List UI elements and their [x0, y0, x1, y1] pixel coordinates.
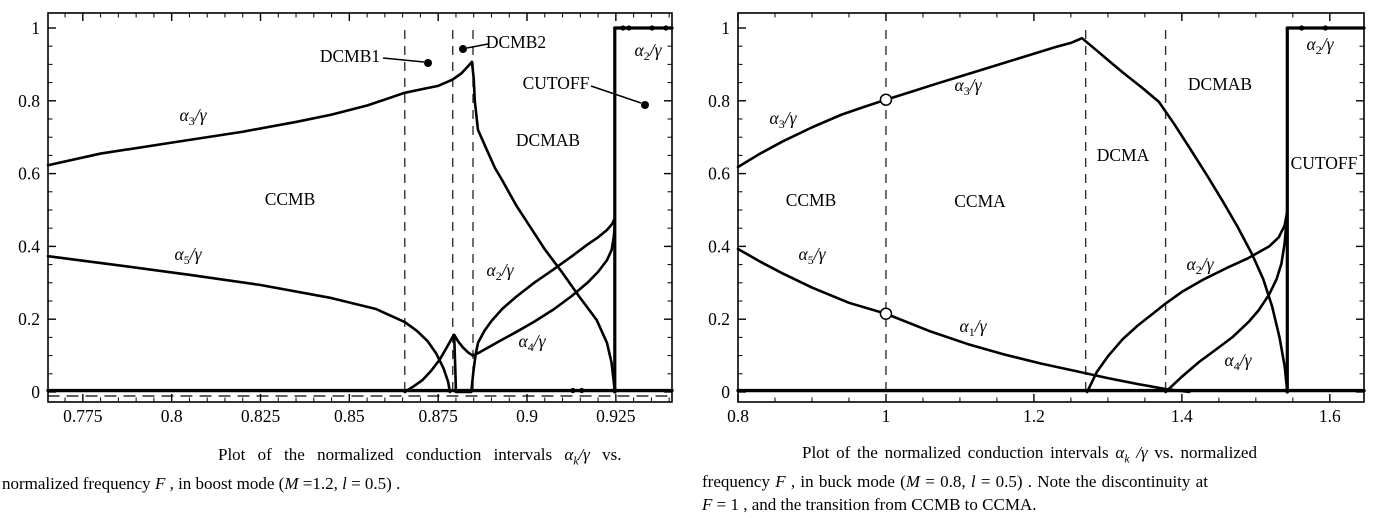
curve-alpha3-over-gamma	[46, 60, 617, 394]
label-α1/γ: α1/γ	[960, 316, 988, 339]
curve-alpha4-over-gamma	[1164, 209, 1289, 394]
x-tick-label: 1.2	[1023, 406, 1045, 426]
curve-alpha2-over-gamma	[1085, 209, 1289, 394]
x-tick-label: 0.8	[727, 406, 749, 426]
curve-alpha4-over-gamma	[403, 225, 617, 394]
plot-frame	[737, 12, 1365, 403]
cutoff-pointer-dot	[641, 101, 649, 109]
data-dot-marker	[663, 25, 669, 31]
y-tick-label: 1	[31, 18, 40, 38]
curve-alpha3-over-gamma	[736, 36, 1289, 394]
label-α3/γ: α3/γ	[770, 108, 798, 131]
label-α2/γ: α2/γ	[487, 260, 515, 283]
label-DCMAB: DCMAB	[1188, 74, 1252, 94]
y-tick-label: 0.2	[18, 309, 40, 329]
y-tick-label: 0.8	[708, 91, 730, 111]
label-α5/γ: α5/γ	[175, 244, 203, 267]
label-DCMAB: DCMAB	[516, 130, 580, 150]
y-tick-label: 0	[31, 382, 40, 402]
label-α4/γ: α4/γ	[519, 331, 547, 354]
label-CCMB: CCMB	[786, 190, 837, 210]
x-tick-label: 0.875	[418, 406, 458, 426]
dcmb1-pointer-line	[382, 57, 425, 63]
data-dot-marker	[579, 387, 585, 394]
buck-mode-chart: 0.8 1 1.2 1.4 1.6 0 0.2 0.4 0.6 0.8 1 α3/γ α3/γ CCMB C…	[708, 12, 1366, 426]
label-α3/γ: α3/γ	[180, 105, 208, 128]
data-dot-marker	[1322, 25, 1328, 31]
y-tick-label: 0.8	[18, 91, 40, 111]
label-CCMA: CCMA	[954, 191, 1006, 211]
curve-alpha2-over-gamma	[452, 216, 617, 394]
label-α3/γ: α3/γ	[955, 75, 983, 98]
plot-frame	[47, 12, 673, 403]
data-dot-marker	[626, 25, 632, 31]
label-α2/γ: α2/γ	[1187, 254, 1215, 277]
data-dot-marker	[649, 25, 655, 31]
x-tick-label: 0.775	[63, 406, 103, 426]
dcmb2-pointer-line	[466, 43, 489, 49]
data-dot-marker	[612, 387, 618, 394]
curve-alpha5-over-gamma	[46, 254, 452, 394]
label-DCMA: DCMA	[1097, 145, 1150, 165]
caption-line: Plot of the normalized conduction interv…	[218, 445, 622, 468]
label-CUTOFF: CUTOFF	[523, 73, 590, 93]
caption-line: frequency F , in buck mode (M = 0.8, l =…	[702, 472, 1208, 492]
x-tick-label: 0.825	[241, 406, 281, 426]
x-tick-label: 0.9	[516, 406, 538, 426]
y-tick-label: 0.6	[18, 164, 40, 184]
dcmb2-pointer-dot	[459, 45, 467, 53]
caption-line: Plot of the normalized conduction interv…	[802, 443, 1257, 466]
cutoff-pointer-line	[590, 85, 642, 104]
y-tick-label: 1	[721, 18, 730, 38]
x-tick-label: 1	[882, 406, 891, 426]
label-CUTOFF: CUTOFF	[1291, 153, 1358, 173]
label-α5/γ: α5/γ	[799, 244, 827, 267]
x-tick-label: 1.4	[1171, 406, 1193, 426]
buck-caption: Plot of the normalized conduction interv…	[702, 441, 1394, 516]
x-tick-label: 0.925	[596, 406, 636, 426]
x-tick-label: 1.6	[1319, 406, 1341, 426]
discontinuity-circle-marker	[879, 307, 893, 320]
caption-line: normalized frequency F , in boost mode (…	[2, 474, 401, 494]
curve-alpha5-alpha1-over-gamma	[736, 247, 1191, 394]
x-tick-label: 0.8	[161, 406, 183, 426]
label-α4/γ: α4/γ	[1225, 350, 1253, 373]
data-dot-marker	[1299, 25, 1305, 31]
y-tick-label: 0.2	[708, 309, 730, 329]
data-dot-marker	[570, 387, 576, 394]
label-CCMB: CCMB	[265, 189, 316, 209]
y-tick-label: 0.4	[708, 236, 730, 256]
label-DCMB2: DCMB2	[486, 32, 546, 52]
y-tick-label: 0.6	[708, 164, 730, 184]
label-α2/γ: α2/γ	[1307, 34, 1335, 57]
y-tick-label: 0	[721, 382, 730, 402]
boost-mode-chart: 0.775 0.8 0.825 0.85 0.875 0.9 0.925 0 0.2 0.4 0.6…	[18, 12, 674, 426]
data-dot-marker	[620, 25, 626, 31]
caption-line: F = 1 , and the transition from CCMB to …	[702, 495, 1037, 515]
boost-caption: Plot of the normalized conduction interv…	[2, 443, 696, 495]
x-tick-label: 0.85	[334, 406, 365, 426]
y-tick-label: 0.4	[18, 236, 40, 256]
label-α2/γ: α2/γ	[635, 40, 663, 63]
discontinuity-circle-marker	[879, 93, 893, 106]
label-DCMB1: DCMB1	[320, 46, 380, 66]
dcmb1-pointer-dot	[424, 59, 432, 67]
